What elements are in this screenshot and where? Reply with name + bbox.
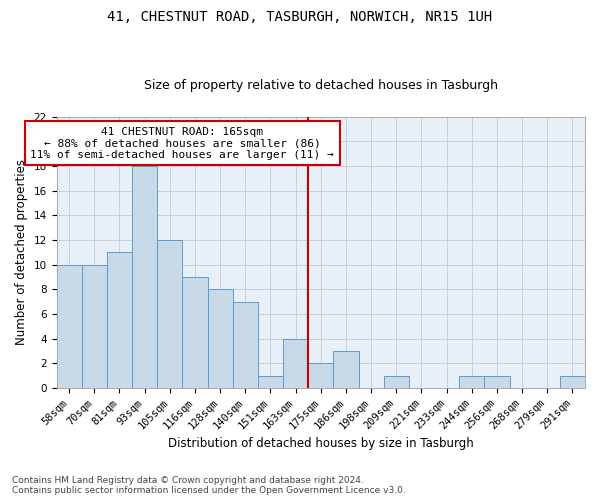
Bar (157, 240, 182, 388)
Bar (182, 277, 208, 388)
Bar (233, 302, 258, 388)
Bar (484, 376, 509, 388)
Text: 41, CHESTNUT ROAD, TASBURGH, NORWICH, NR15 1UH: 41, CHESTNUT ROAD, TASBURGH, NORWICH, NR… (107, 10, 493, 24)
Bar (258, 376, 283, 388)
Title: Size of property relative to detached houses in Tasburgh: Size of property relative to detached ho… (144, 79, 498, 92)
Bar (82, 265, 107, 388)
Bar (308, 364, 334, 388)
Bar (132, 166, 157, 388)
Text: 41 CHESTNUT ROAD: 165sqm
← 88% of detached houses are smaller (86)
11% of semi-d: 41 CHESTNUT ROAD: 165sqm ← 88% of detach… (31, 126, 334, 160)
Bar (107, 252, 132, 388)
Bar (459, 376, 484, 388)
Text: Contains HM Land Registry data © Crown copyright and database right 2024.
Contai: Contains HM Land Registry data © Crown c… (12, 476, 406, 495)
Y-axis label: Number of detached properties: Number of detached properties (15, 160, 28, 346)
X-axis label: Distribution of detached houses by size in Tasburgh: Distribution of detached houses by size … (168, 437, 473, 450)
Bar (283, 339, 308, 388)
Bar (560, 376, 585, 388)
Bar (383, 376, 409, 388)
Bar (56, 265, 82, 388)
Bar (208, 290, 233, 388)
Bar (334, 351, 359, 388)
